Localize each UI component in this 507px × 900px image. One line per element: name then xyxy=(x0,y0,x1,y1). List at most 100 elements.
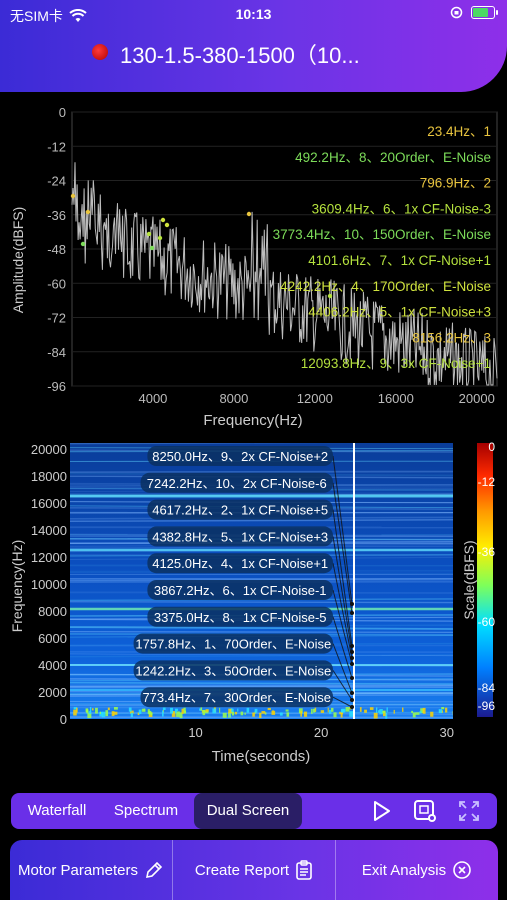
frequency-label-box xyxy=(147,580,333,600)
waterfall-y-tick: 12000 xyxy=(31,550,67,565)
spectrum-y-tick: -36 xyxy=(47,208,66,223)
spectrum-y-tick: -96 xyxy=(47,379,66,394)
tab-waterfall[interactable]: Waterfall xyxy=(27,802,87,819)
frequency-label-box xyxy=(133,660,333,681)
peak-annotation: 796.9Hz、2 xyxy=(420,176,491,191)
frequency-label-box xyxy=(147,553,333,574)
spectrum-y-tick: 0 xyxy=(59,105,66,120)
peak-annotation: 12093.8Hz、9、3x CF-Noise+1 xyxy=(301,356,491,371)
waterfall-y-tick: 8000 xyxy=(38,604,67,619)
peak-marker xyxy=(246,211,252,217)
spectrum-x-tick: 20000 xyxy=(459,391,495,406)
wifi-icon xyxy=(69,9,87,22)
frequency-label: 773.4Hz、7、30Order、E-Noise xyxy=(142,690,331,705)
spectrum-x-tick: 12000 xyxy=(297,391,333,406)
waterfall-y-tick: 6000 xyxy=(38,631,67,646)
scale-tick: -60 xyxy=(478,615,496,629)
frequency-label: 4617.2Hz、2、1x CF-Noise+5 xyxy=(152,503,328,518)
peak-marker xyxy=(70,193,76,199)
scale-tick: -96 xyxy=(478,699,496,713)
play-icon[interactable] xyxy=(368,798,394,824)
recording-indicator xyxy=(92,44,108,60)
orientation-lock-icon xyxy=(450,6,463,19)
frequency-label-box xyxy=(147,446,333,466)
peak-marker xyxy=(149,245,155,251)
frequency-label-box xyxy=(147,606,333,627)
peak-marker xyxy=(146,231,152,237)
pencil-icon xyxy=(145,861,163,879)
clipboard-icon xyxy=(296,860,312,880)
spectrum-x-tick: 8000 xyxy=(219,391,248,406)
peak-annotation: 4101.6Hz、7、1x CF-Noise+1 xyxy=(308,253,491,268)
frequency-label-box xyxy=(147,526,333,547)
spectrum-x-tick: 4000 xyxy=(138,391,167,406)
view-mode-bar: Waterfall Spectrum Dual Screen xyxy=(11,793,497,829)
scale-label: Scale(dBFS) xyxy=(461,540,477,619)
peak-annotation: 4242.2Hz、4、170Order、E-Noise xyxy=(280,279,491,294)
spectrum-y-tick: -48 xyxy=(47,242,66,257)
frequency-label: 8250.0Hz、9、2x CF-Noise+2 xyxy=(152,449,328,464)
frequency-label: 4382.8Hz、5、1x CF-Noise+3 xyxy=(152,529,328,544)
frequency-label-box xyxy=(140,687,333,708)
peak-annotation: 3609.4Hz、6、1x CF-Noise-3 xyxy=(312,201,491,216)
spectrum-ylabel: Amplitude(dBFS) xyxy=(10,207,26,314)
tab-spectrum[interactable]: Spectrum xyxy=(113,802,179,819)
exit-analysis-button[interactable]: Exit Analysis xyxy=(336,840,498,900)
motor-parameters-label: Motor Parameters xyxy=(17,861,139,879)
frequency-label: 3867.2Hz、6、1x CF-Noise-1 xyxy=(154,583,327,598)
waterfall-x-tick: 30 xyxy=(439,725,453,740)
exit-analysis-label: Exit Analysis xyxy=(361,861,447,879)
spectrum-trace xyxy=(71,162,498,386)
waterfall-y-tick: 20000 xyxy=(31,442,67,457)
waterfall-y-tick: 0 xyxy=(60,712,67,727)
waterfall-chart[interactable]: 20000 18000 16000 14000 12000 10000 8000 6000 40… xyxy=(0,438,507,778)
color-scale-bar xyxy=(477,443,493,717)
scale-tick: -36 xyxy=(478,545,496,559)
waterfall-y-tick: 18000 xyxy=(31,469,67,484)
peak-marker xyxy=(157,235,163,241)
peak-marker xyxy=(80,241,86,247)
spectrum-y-tick: -24 xyxy=(47,174,66,189)
battery-icon xyxy=(471,6,498,19)
waterfall-y-tick: 10000 xyxy=(31,577,67,592)
peak-annotation: 492.2Hz、8、20Order、E-Noise xyxy=(295,150,491,165)
waterfall-y-tick: 2000 xyxy=(38,685,67,700)
peak-marker xyxy=(85,209,91,215)
waterfall-y-tick: 16000 xyxy=(31,496,67,511)
spectrum-x-tick: 16000 xyxy=(378,391,414,406)
action-bar: Motor Parameters Create Report Exit Anal… xyxy=(10,840,498,900)
peak-annotation: 23.4Hz、1 xyxy=(427,124,491,139)
waterfall-ylabel: Frequency(Hz) xyxy=(9,540,25,633)
carrier-label: 无SIM卡 xyxy=(10,8,63,24)
frequency-label-box xyxy=(140,472,333,493)
peak-annotation: 4406.2Hz、5、1x CF-Noise+3 xyxy=(308,305,491,320)
scale-tick: 0 xyxy=(488,440,495,454)
status-bar: 无SIM卡 10:13 xyxy=(0,0,507,30)
create-report-label: Create Report xyxy=(194,861,290,879)
create-report-button[interactable]: Create Report xyxy=(173,840,336,900)
fullscreen-icon[interactable] xyxy=(456,798,482,824)
frequency-label: 7242.2Hz、10、2x CF-Noise-6 xyxy=(147,476,327,491)
spectrum-chart[interactable]: 0 -12 -24 -36 -48 -60 -72 -84 -96 4000 8000 12000 1… xyxy=(0,98,507,433)
waterfall-y-tick: 14000 xyxy=(31,523,67,538)
frequency-label: 1242.2Hz、3、50Order、E-Noise xyxy=(135,663,331,678)
spectrum-y-tick: -12 xyxy=(47,139,66,154)
peak-marker xyxy=(327,293,333,299)
waterfall-x-tick: 20 xyxy=(314,725,328,740)
frequency-label: 1757.8Hz、1、70Order、E-Noise xyxy=(135,637,331,652)
spectrum-y-tick: -72 xyxy=(47,311,66,326)
tab-dual-screen[interactable]: Dual Screen xyxy=(194,793,302,829)
peak-marker xyxy=(164,222,170,228)
spectrum-y-tick: -60 xyxy=(47,276,66,291)
spectrum-y-tick: -84 xyxy=(47,345,66,360)
peak-marker xyxy=(160,217,166,223)
frequency-label-box xyxy=(147,499,333,520)
close-circle-icon xyxy=(453,861,471,879)
clock: 10:13 xyxy=(235,6,272,22)
page-title: 130-1.5-380-1500（10... xyxy=(120,43,360,68)
waterfall-xlabel: Time(seconds) xyxy=(212,748,311,765)
frequency-label: 4125.0Hz、4、1x CF-Noise+1 xyxy=(152,556,328,571)
motor-parameters-button[interactable]: Motor Parameters xyxy=(10,840,173,900)
header-bar: 无SIM卡 10:13 130-1.5-380-1500（10... xyxy=(0,0,507,92)
screenshot-record-icon[interactable] xyxy=(412,798,438,824)
